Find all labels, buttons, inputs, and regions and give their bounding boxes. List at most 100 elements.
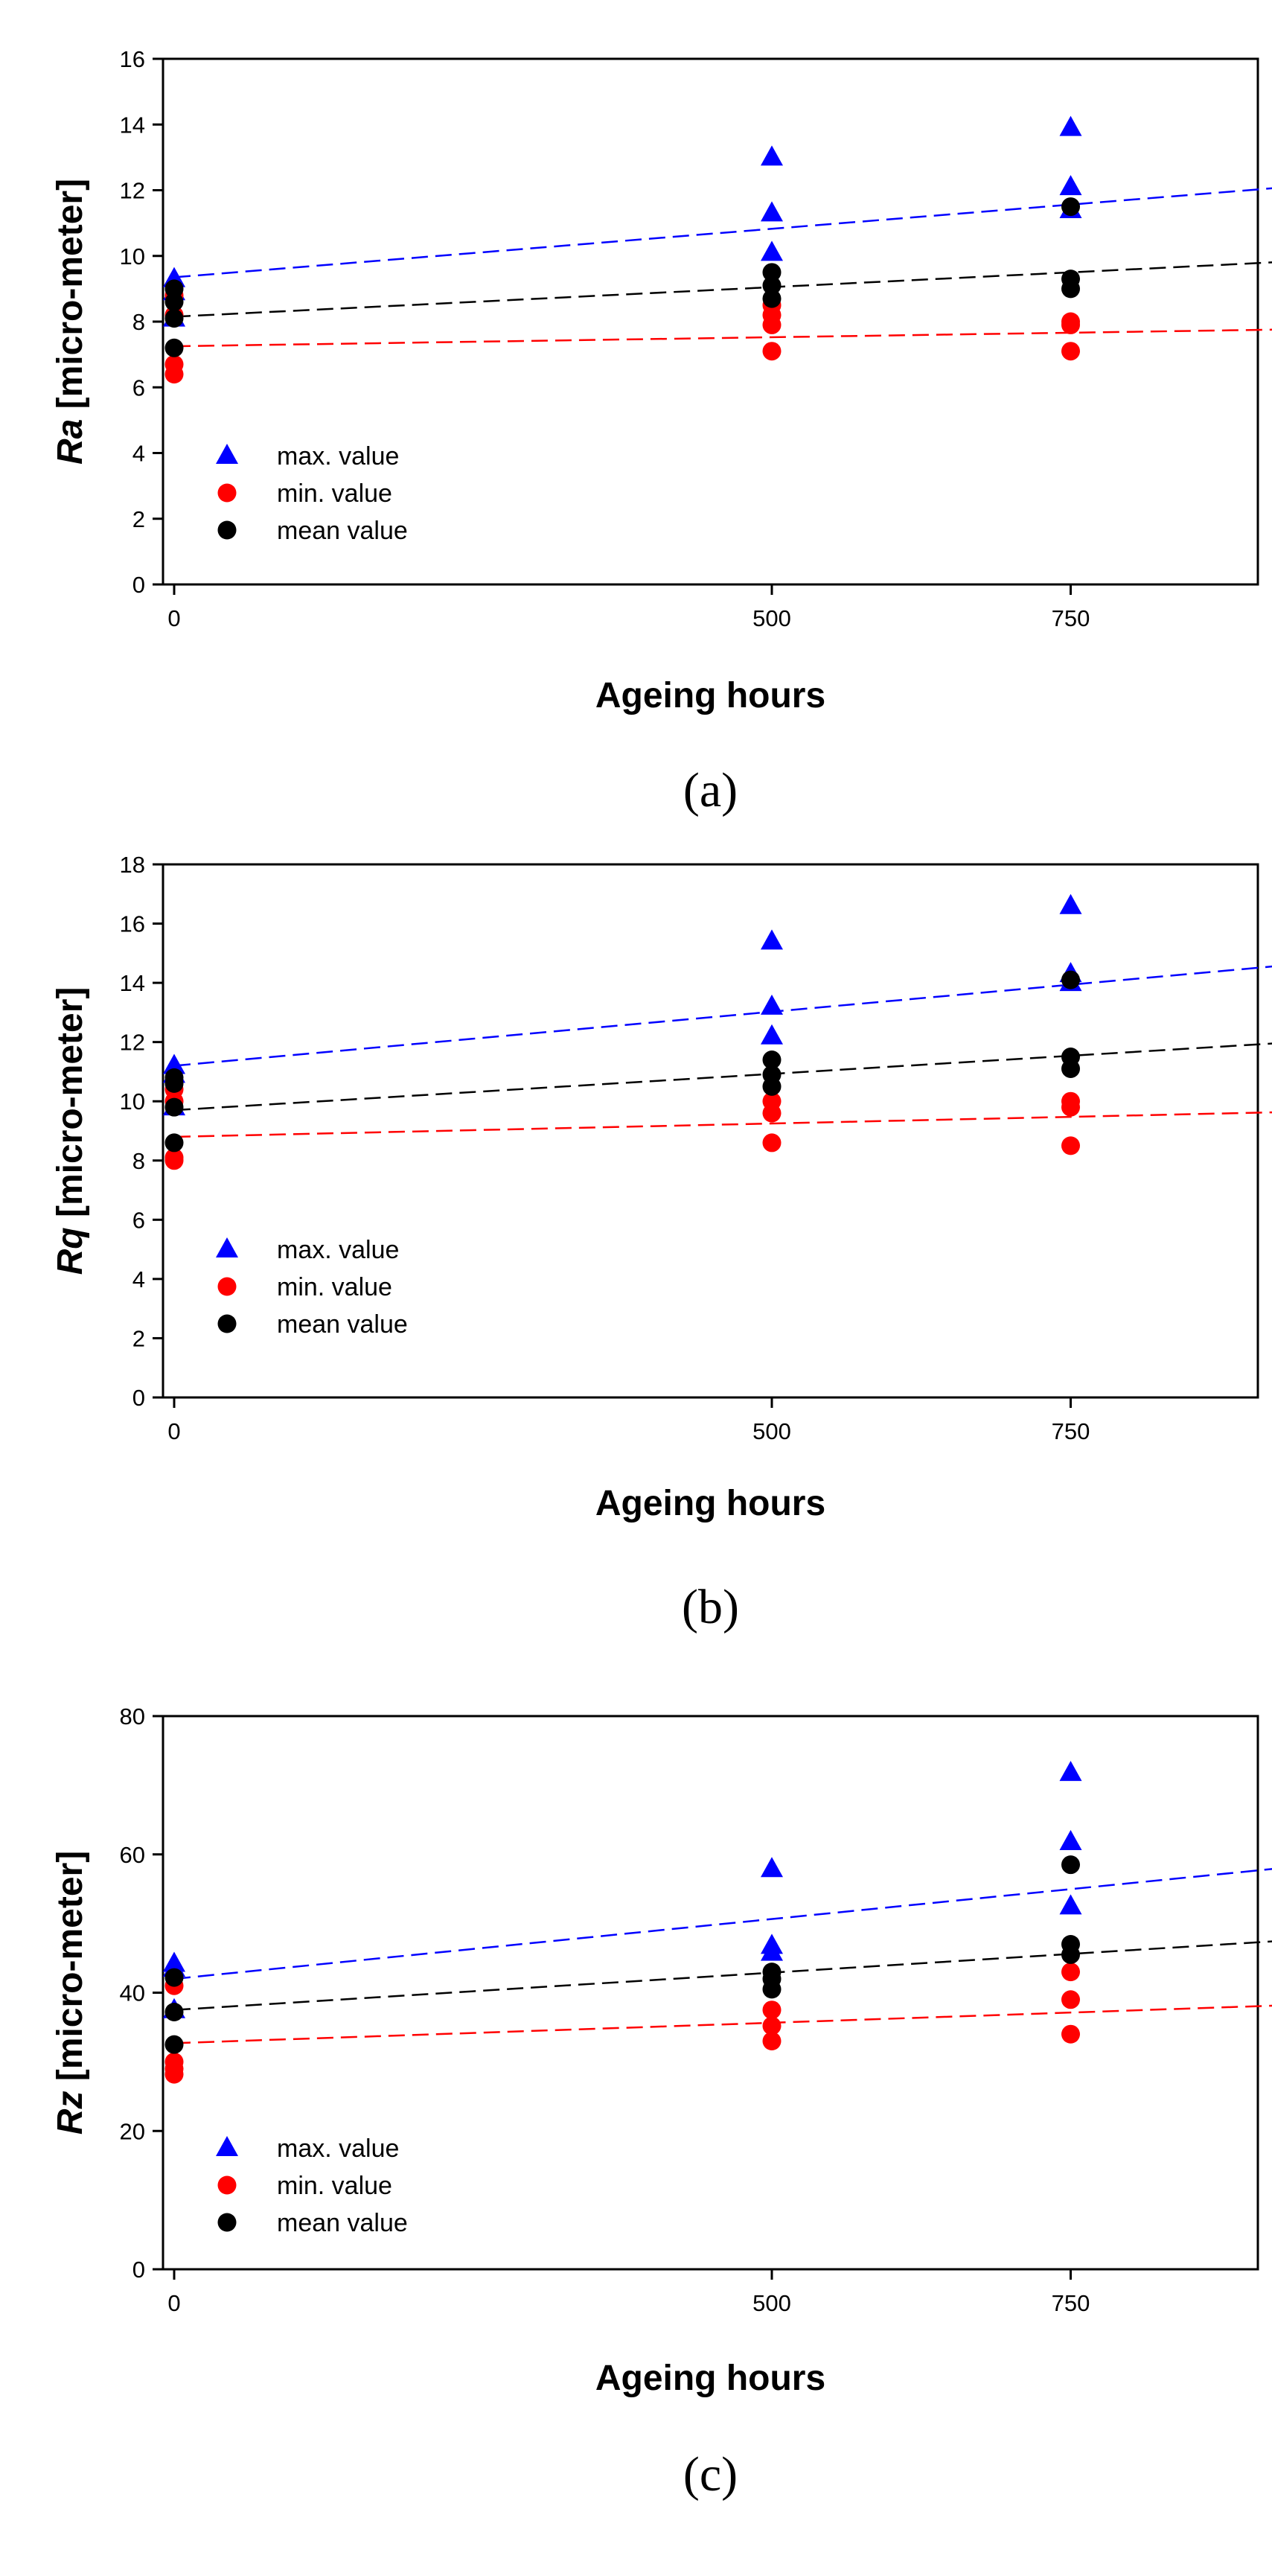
point-max-value <box>1059 1830 1082 1851</box>
chart-panel-b: 02468101214161805007501000max. valuemin.… <box>51 852 1272 1634</box>
trend-line-min-value <box>173 328 1272 348</box>
point-mean-value <box>164 2003 184 2022</box>
point-min-value <box>762 1133 782 1152</box>
legend-marker-min <box>217 483 237 503</box>
y-tick-label: 8 <box>132 1148 145 1174</box>
plot-frame <box>162 863 1259 1399</box>
point-max-value <box>761 240 783 261</box>
panel-caption: (a) <box>683 763 738 817</box>
point-mean-value <box>1061 970 1080 989</box>
point-min-value <box>762 1103 782 1123</box>
point-mean-value <box>164 1074 184 1093</box>
y-tick-label: 2 <box>132 506 145 532</box>
legend-marker-mean <box>217 2213 237 2232</box>
point-min-value <box>1061 1097 1080 1117</box>
x-tick-label: 0 <box>167 2290 180 2316</box>
point-mean-value <box>762 263 782 282</box>
point-max-value <box>1059 1761 1082 1782</box>
point-min-value <box>1061 342 1080 361</box>
y-tick-label: 4 <box>132 1266 145 1292</box>
trend-line-min-value <box>173 2004 1272 2044</box>
y-tick-label: 20 <box>120 2118 145 2144</box>
point-mean-value <box>762 1980 782 1999</box>
y-tick-label: 14 <box>120 970 145 996</box>
point-min-value <box>762 342 782 361</box>
trend-line-max-value <box>173 187 1272 278</box>
legend-marker-min <box>217 1277 237 1296</box>
y-tick-label: 40 <box>120 1980 145 2006</box>
y-tick-label: 6 <box>132 374 145 401</box>
point-max-value <box>761 145 783 166</box>
point-mean-value <box>1061 1855 1080 1875</box>
point-mean-value <box>164 279 184 299</box>
point-mean-value <box>1061 279 1080 299</box>
point-max-value <box>1059 1894 1082 1915</box>
point-mean-value <box>1061 197 1080 217</box>
y-tick-label: 12 <box>120 178 145 204</box>
point-mean-value <box>164 1133 184 1152</box>
point-mean-value <box>762 1077 782 1096</box>
trend-line-mean-value <box>173 261 1272 318</box>
legend-label: max. value <box>277 2135 399 2163</box>
point-mean-value <box>762 275 782 295</box>
point-max-value <box>761 201 783 222</box>
x-tick-label: 500 <box>752 605 791 631</box>
x-axis-title: Ageing hours <box>595 676 825 715</box>
trend-line-max-value <box>173 1868 1272 1980</box>
trend-line-max-value <box>173 965 1272 1067</box>
x-tick-label: 0 <box>167 605 180 631</box>
y-axis-space <box>51 1217 90 1227</box>
point-min-value <box>1061 2024 1080 2044</box>
point-mean-value <box>762 289 782 308</box>
point-mean-value <box>164 309 184 328</box>
y-axis-space <box>51 409 90 418</box>
panel-caption: (b) <box>682 1580 739 1634</box>
y-tick-label: 8 <box>132 309 145 335</box>
point-max-value <box>761 1940 783 1961</box>
x-tick-label: 750 <box>1052 605 1090 631</box>
y-axis-title: Ra [micro-meter] <box>51 179 90 465</box>
y-axis-title: Rz [micro-meter] <box>51 1851 90 2135</box>
trend-line-mean-value <box>173 1042 1272 1112</box>
y-tick-label: 16 <box>120 46 145 72</box>
point-mean-value <box>164 1968 184 1987</box>
point-max-value <box>1059 115 1082 136</box>
y-tick-label: 60 <box>120 1842 145 1868</box>
point-min-value <box>164 365 184 384</box>
y-tick-label: 0 <box>132 1385 145 1411</box>
point-min-value <box>1061 1990 1080 2009</box>
x-tick-label: 0 <box>167 1418 180 1444</box>
x-tick-label: 500 <box>752 2290 791 2316</box>
panel-caption: (c) <box>683 2447 738 2502</box>
x-tick-label: 500 <box>752 1418 791 1444</box>
point-mean-value <box>762 1051 782 1070</box>
x-axis-title: Ageing hours <box>595 1484 825 1523</box>
legend-marker-max <box>216 444 238 464</box>
point-mean-value <box>164 2035 184 2054</box>
point-max-value <box>761 929 783 950</box>
y-tick-label: 12 <box>120 1030 145 1056</box>
y-axis-symbol: Ra <box>51 419 90 465</box>
y-tick-label: 4 <box>132 441 145 467</box>
point-mean-value <box>1061 1059 1080 1078</box>
legend-marker-max <box>216 1237 238 1257</box>
legend-marker-min <box>217 2175 237 2195</box>
point-min-value <box>1061 1136 1080 1155</box>
x-tick-label: 750 <box>1052 1418 1090 1444</box>
legend-label: min. value <box>277 1273 392 1301</box>
point-mean-value <box>164 293 184 312</box>
y-tick-label: 2 <box>132 1325 145 1351</box>
x-tick-label: 750 <box>1052 2290 1090 2316</box>
point-mean-value <box>1061 1945 1080 1964</box>
legend-marker-mean <box>217 1314 237 1333</box>
y-axis-units: [micro-meter] <box>51 987 90 1217</box>
trend-line-mean-value <box>173 1940 1272 2011</box>
legend-label: min. value <box>277 2172 392 2200</box>
y-tick-label: 18 <box>120 852 145 878</box>
point-max-value <box>761 994 783 1015</box>
y-axis-symbol: Rz <box>51 2091 90 2135</box>
point-min-value <box>762 2016 782 2035</box>
y-tick-label: 10 <box>120 1088 145 1115</box>
